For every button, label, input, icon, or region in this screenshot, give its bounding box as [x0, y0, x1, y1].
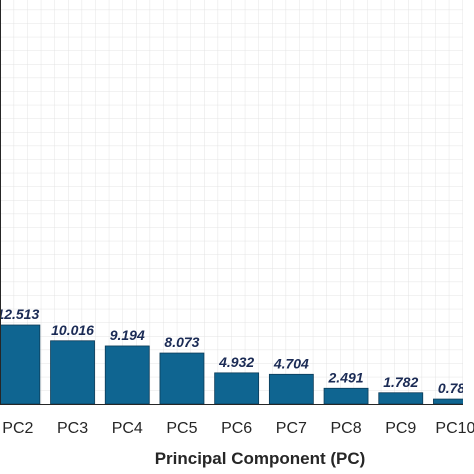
bar [159, 352, 205, 405]
bar [433, 398, 463, 405]
x-tick-label: PC9 [385, 420, 416, 437]
bar [268, 373, 314, 405]
bar [214, 372, 260, 405]
data-label: 8.073 [164, 334, 199, 350]
x-tick-label: PC10 [435, 420, 474, 437]
x-tick-label: PC6 [221, 420, 252, 437]
x-tick-label: PC3 [57, 420, 88, 437]
x-tick-label: PC5 [166, 420, 197, 437]
bar [378, 392, 424, 405]
bar [104, 345, 150, 405]
data-label: 4.932 [218, 354, 254, 370]
data-label: 10.016 [51, 322, 94, 338]
bar [50, 340, 95, 405]
data-label: 4.704 [273, 355, 309, 371]
data-label: 9.194 [110, 327, 145, 343]
x-axis-title: Principal Component (PC) [155, 449, 366, 468]
x-tick-label: PC4 [112, 420, 143, 437]
data-label: 2.491 [328, 369, 364, 385]
bar [323, 387, 369, 405]
data-label: 0.783 [438, 380, 473, 396]
data-label: 12.513 [0, 306, 39, 322]
x-tick-label: PC2 [2, 420, 33, 437]
bar [0, 324, 41, 405]
plot-area [0, 0, 463, 404]
x-tick-label: PC8 [330, 420, 361, 437]
data-label: 1.782 [383, 374, 418, 390]
x-tick-label: PC7 [276, 420, 307, 437]
